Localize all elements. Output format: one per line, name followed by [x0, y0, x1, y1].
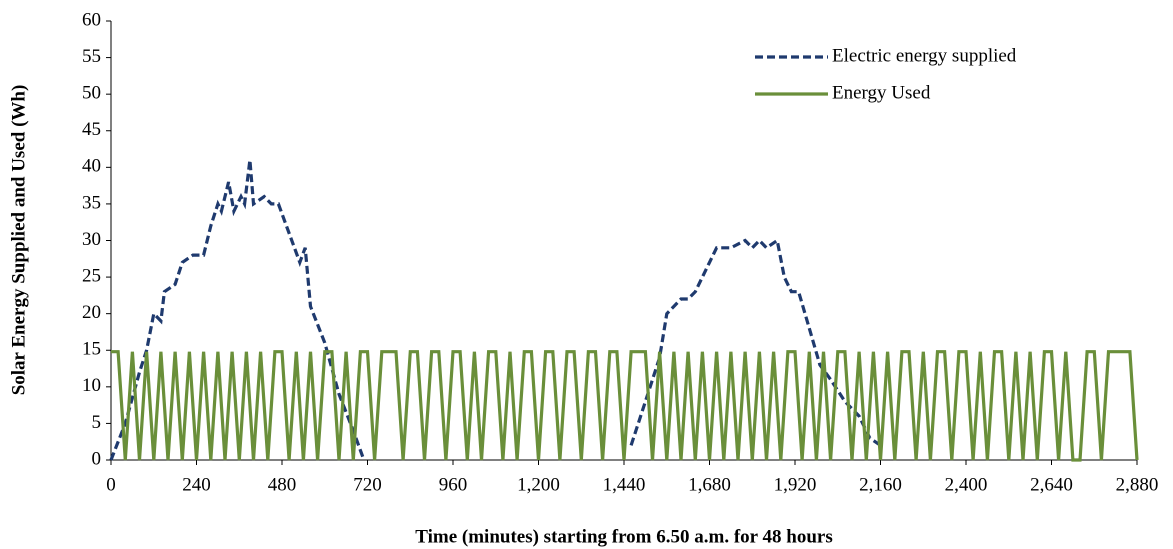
x-tick-label: 2,160 — [859, 474, 902, 495]
x-tick-label: 1,440 — [603, 474, 646, 495]
x-tick-label: 1,200 — [517, 474, 560, 495]
x-tick-label: 2,400 — [945, 474, 988, 495]
x-tick-label: 1,680 — [688, 474, 731, 495]
x-tick-label: 0 — [106, 474, 116, 495]
y-tick-label: 35 — [82, 192, 101, 213]
x-tick-label: 2,640 — [1030, 474, 1073, 495]
y-tick-label: 5 — [92, 412, 102, 433]
y-tick-label: 15 — [82, 339, 101, 360]
series-line — [111, 350, 1139, 462]
y-axis-title: Solar Energy Supplied and Used (Wh) — [8, 85, 29, 396]
y-tick-label: 25 — [82, 265, 101, 286]
y-tick-label: 10 — [82, 375, 101, 396]
x-tick-label: 1,920 — [774, 474, 817, 495]
y-tick-label: 55 — [82, 46, 101, 67]
x-tick-label: 960 — [439, 474, 468, 495]
y-tick-label: 20 — [82, 302, 101, 323]
x-tick-label: 2,880 — [1116, 474, 1159, 495]
y-tick-label: 30 — [82, 229, 101, 250]
x-tick-label: 480 — [268, 474, 297, 495]
series-line — [109, 159, 882, 461]
legend-label: Energy Used — [832, 82, 931, 103]
x-tick-label: 720 — [353, 474, 382, 495]
y-tick-label: 0 — [92, 448, 102, 469]
x-tick-label: 240 — [182, 474, 211, 495]
y-tick-label: 40 — [82, 156, 101, 177]
x-axis-title: Time (minutes) starting from 6.50 a.m. f… — [415, 526, 832, 547]
y-tick-label: 45 — [82, 119, 101, 140]
y-tick-label: 60 — [82, 9, 101, 30]
y-tick-label: 50 — [82, 83, 101, 104]
legend-label: Electric energy supplied — [832, 45, 1017, 66]
